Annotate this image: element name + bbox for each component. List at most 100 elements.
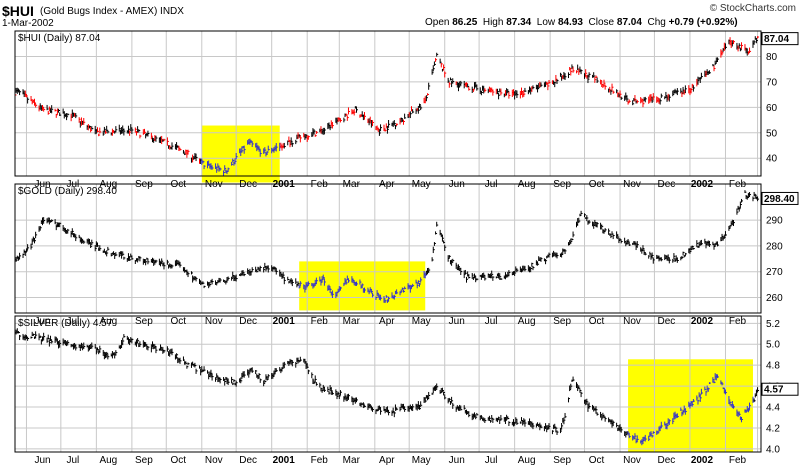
x-axis-label-top: Jun <box>449 179 465 190</box>
panel-frame <box>14 30 762 177</box>
x-axis-label-bottom: Sep <box>135 455 153 466</box>
y-tick-label: 80 <box>766 52 778 63</box>
last-value-box <box>761 191 799 205</box>
price-bars <box>14 190 760 303</box>
x-axis-label-mid: 2001 <box>273 316 296 327</box>
x-axis-label-mid: Nov <box>623 316 641 327</box>
price-bars <box>14 36 760 176</box>
x-axis-label-mid: Feb <box>729 316 747 327</box>
x-axis-label-mid: Nov <box>205 316 223 327</box>
x-axis-label-mid: Jul <box>485 316 498 327</box>
chg-label: Chg <box>647 17 666 28</box>
last-value-label: 298.40 <box>764 194 795 205</box>
high-value: 87.34 <box>506 17 532 28</box>
last-value-box <box>761 382 799 396</box>
x-axis-label-mid: Aug <box>518 316 536 327</box>
last-value-label: 4.57 <box>764 385 784 396</box>
high-label: High <box>482 17 504 28</box>
x-axis-label-mid: Feb <box>311 316 329 327</box>
x-axis-label-mid: Aug <box>99 316 117 327</box>
x-axis-label-top: Sep <box>135 179 153 190</box>
open-label: Open <box>425 17 450 28</box>
panel-3: $SILVER (Daily) 4.574.04.24.44.64.85.05.… <box>14 315 799 455</box>
x-axis-label-bottom: Feb <box>729 455 747 466</box>
ohlc-readout: Open 86.25 High 87.34 Low 84.93 Close 87… <box>425 17 738 28</box>
x-axis-label-bottom: Nov <box>623 455 641 466</box>
x-axis-label-bottom: Aug <box>99 455 117 466</box>
y-tick-label: 4.8 <box>766 361 780 372</box>
y-tick-label: 5.0 <box>766 340 780 351</box>
y-tick-label: 40 <box>766 154 778 165</box>
x-axis-label-bottom: Sep <box>553 455 571 466</box>
y-tick-label: 4.0 <box>766 444 780 455</box>
x-axis-label-mid: Sep <box>553 316 571 327</box>
x-axis-label-top: Dec <box>239 179 257 190</box>
x-axis-label-top: Dec <box>658 179 676 190</box>
open-value: 86.25 <box>452 17 478 28</box>
x-axis-label-bottom: 2001 <box>273 455 296 466</box>
x-axis-label-mid: Mar <box>343 316 361 327</box>
x-axis-label-bottom: Oct <box>589 455 605 466</box>
panel-2: $GOLD (Daily) 298.40 260 270 280 290 298.40 <box>14 183 799 314</box>
x-axis-label-bottom: Aug <box>518 455 536 466</box>
y-tick-label: 280 <box>766 241 783 252</box>
x-axis-label-top: Nov <box>205 179 223 190</box>
x-axis-label-bottom: Jul <box>485 455 498 466</box>
x-axis-label-bottom: Feb <box>311 455 329 466</box>
x-axis-label-top: May <box>412 179 431 190</box>
price-bars <box>14 328 760 446</box>
x-axis-label-bottom: Jun <box>34 455 50 466</box>
x-axis-label-mid: Oct <box>589 316 605 327</box>
chart-date: 1-Mar-2002 <box>2 18 54 29</box>
y-tick-label: 290 <box>766 216 783 227</box>
y-tick-label: 60 <box>766 103 778 114</box>
last-value-label: 87.04 <box>764 34 789 45</box>
x-axis-label-bottom: Dec <box>658 455 676 466</box>
x-axis-label-mid: Jul <box>66 316 79 327</box>
panel-legend: $GOLD (Daily) 298.40 <box>18 186 117 197</box>
symbol-subtitle: (Gold Bugs Index - AMEX) INDX <box>40 6 184 17</box>
x-axis-label-top: 2001 <box>273 179 296 190</box>
x-axis-label-top: Oct <box>589 179 605 190</box>
low-value: 84.93 <box>557 17 583 28</box>
x-axis-label-bottom: Oct <box>170 455 186 466</box>
y-tick-label: 270 <box>766 267 783 278</box>
x-axis-label-mid: Jun <box>34 316 50 327</box>
x-axis-label-top: Oct <box>170 179 186 190</box>
x-axis-label-bottom: Jul <box>66 455 79 466</box>
x-axis-label-top: 2002 <box>691 179 714 190</box>
symbol-title: $HUI <box>2 3 34 19</box>
x-axis-label-top: Jun <box>34 179 50 190</box>
x-axis-label-top: Jul <box>66 179 79 190</box>
x-axis-label-top: Feb <box>311 179 329 190</box>
y-tick-label: 4.2 <box>766 423 780 434</box>
x-axis: Jun Jul Aug Sep Oct Nov Dec 2001 Feb Mar Apr May Jun… <box>34 179 746 466</box>
x-axis-label-top: Jul <box>485 179 498 190</box>
panel-legend: $HUI (Daily) 87.04 <box>18 33 101 44</box>
y-tick-label: 70 <box>766 77 778 88</box>
low-label: Low <box>536 17 556 28</box>
x-axis-label-bottom: Dec <box>239 455 257 466</box>
x-axis-label-top: Nov <box>623 179 641 190</box>
close-label: Close <box>588 17 615 28</box>
y-tick-label: 5.2 <box>766 319 780 330</box>
x-axis-label-top: Aug <box>99 179 117 190</box>
x-axis-label-top: Sep <box>553 179 571 190</box>
x-axis-label-bottom: Apr <box>379 455 395 466</box>
x-axis-label-mid: Oct <box>170 316 186 327</box>
y-tick-label: 260 <box>766 293 783 304</box>
panel-legend: $SILVER (Daily) 4.57 <box>18 318 113 329</box>
x-axis-label-bottom: Jun <box>449 455 465 466</box>
x-axis-label-bottom: Nov <box>205 455 223 466</box>
x-axis-label-top: Feb <box>729 179 747 190</box>
chart-header: $HUI (Gold Bugs Index - AMEX) INDX 1-Mar… <box>0 0 800 30</box>
x-axis-label-mid: May <box>412 316 431 327</box>
x-axis-label-mid: Jun <box>449 316 465 327</box>
chg-value: +0.79 (+0.92%) <box>668 17 738 28</box>
last-value-box <box>761 32 799 46</box>
x-axis-label-mid: Dec <box>658 316 676 327</box>
x-axis-label-top: Apr <box>379 179 395 190</box>
x-axis-label-bottom: 2002 <box>691 455 714 466</box>
x-axis-label-mid: Sep <box>135 316 153 327</box>
brand-label[interactable]: © StockCharts.com <box>709 3 796 14</box>
